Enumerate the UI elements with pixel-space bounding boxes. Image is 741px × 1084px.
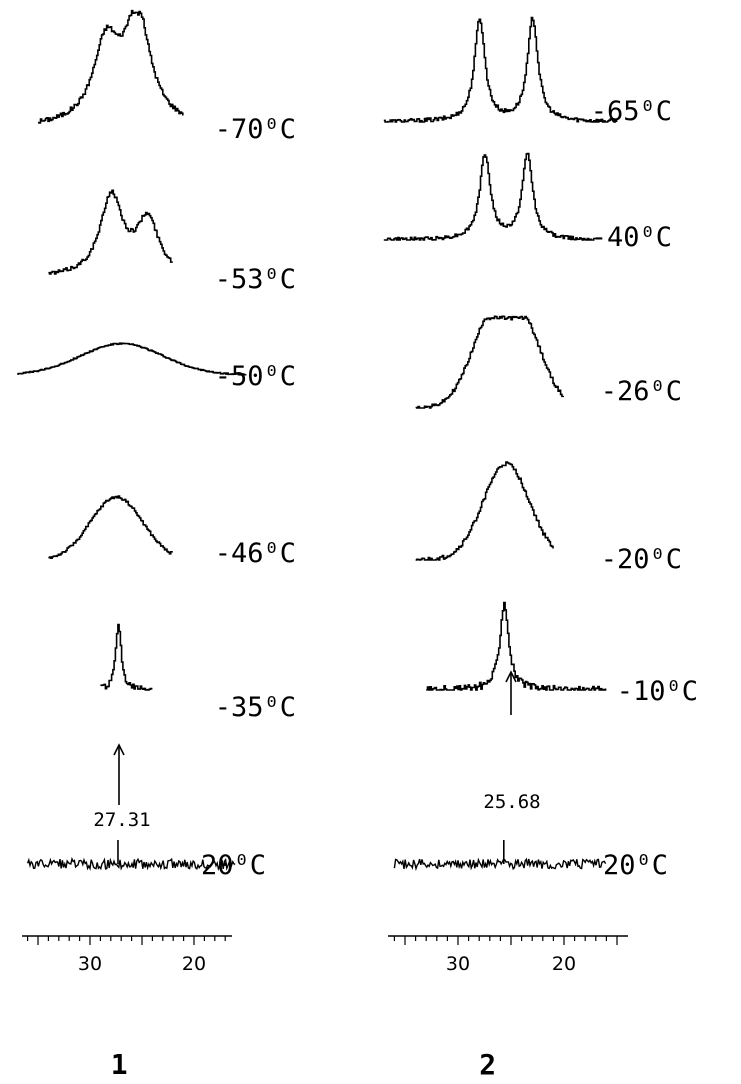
spectrum-6-trace: [393, 857, 607, 871]
reference-shift-label: 25.68: [483, 791, 540, 813]
temperature-label-5: -10⁰C: [617, 676, 698, 707]
spectrum-5-trace: [426, 601, 607, 691]
x-tick-label: 20: [182, 953, 206, 975]
temperature-label-3: -50⁰C: [215, 361, 296, 392]
spectrum-1-trace: [383, 16, 618, 123]
temperature-label-3: -26⁰C: [601, 376, 682, 407]
temperature-label-6: 20⁰C: [201, 850, 266, 881]
shift-arrow-head: [113, 743, 125, 756]
panel-2: -65⁰C -40⁰C -26⁰C -20⁰C -10⁰C 20⁰C 25.68 30 20 2: [383, 16, 698, 1081]
spectrum-2-trace: [48, 189, 173, 275]
reference-shift-label: 27.31: [93, 809, 150, 831]
spectrum-2-trace: [383, 152, 596, 241]
temperature-label-2: -40⁰C: [591, 222, 672, 253]
spectrum-4-trace: [415, 461, 554, 561]
x-tick-label: 20: [552, 953, 576, 975]
x-tick-label: 30: [78, 953, 102, 975]
panel-1: -70⁰C -53⁰C -50⁰C -46⁰C -35⁰C 20⁰C 27.31 30 20 1: [17, 9, 296, 1081]
temperature-label-4: -46⁰C: [215, 538, 296, 569]
x-tick-label: 30: [446, 953, 470, 975]
temperature-label-6: 20⁰C: [603, 850, 668, 881]
panel-label: 2: [479, 1048, 496, 1081]
temperature-label-1: -65⁰C: [591, 96, 672, 127]
temperature-label-5: -35⁰C: [215, 692, 296, 723]
temperature-label-4: -20⁰C: [601, 544, 682, 575]
spectrum-3-trace: [415, 315, 564, 409]
spectrum-3-trace: [17, 342, 247, 376]
temperature-label-1: -70⁰C: [215, 114, 296, 145]
spectrum-1-trace: [38, 9, 184, 124]
spectrum-4-trace: [48, 495, 173, 559]
panel-label: 1: [111, 1048, 128, 1081]
spectrum-5-trace: [100, 623, 153, 691]
shift-arrow-head: [505, 670, 517, 683]
temperature-label-2: -53⁰C: [215, 264, 296, 295]
spectrum-6-trace: [26, 856, 236, 872]
